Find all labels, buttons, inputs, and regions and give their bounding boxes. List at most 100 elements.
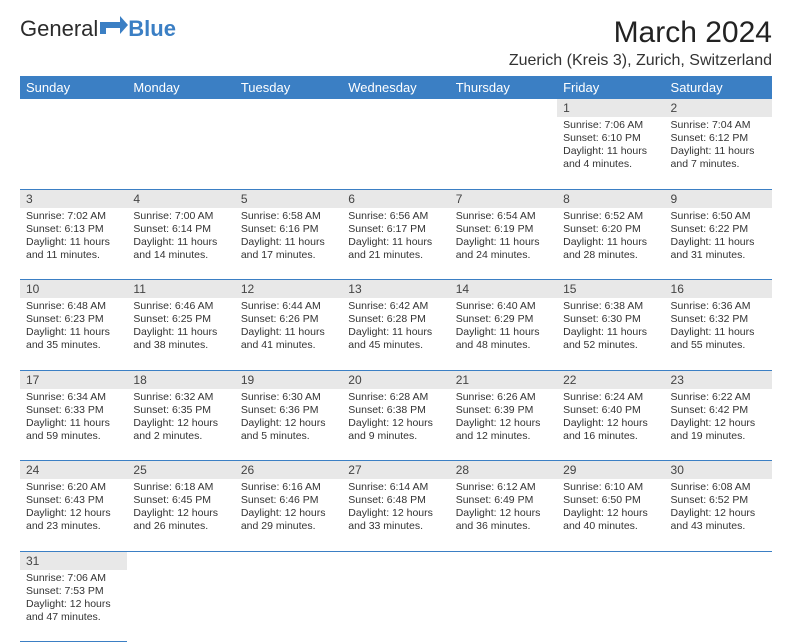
daylight-text: Daylight: 11 hours and 48 minutes.: [456, 326, 551, 352]
week-row: Sunrise: 6:34 AMSunset: 6:33 PMDaylight:…: [20, 389, 772, 461]
day-number-cell: 31: [20, 551, 127, 570]
day-cell: Sunrise: 6:12 AMSunset: 6:49 PMDaylight:…: [450, 479, 557, 551]
day-cell-content: Sunrise: 6:12 AMSunset: 6:49 PMDaylight:…: [450, 479, 557, 540]
daylight-text: Daylight: 12 hours and 33 minutes.: [348, 507, 443, 533]
sunset-text: Sunset: 6:48 PM: [348, 494, 443, 507]
day-cell-content: Sunrise: 6:50 AMSunset: 6:22 PMDaylight:…: [665, 208, 772, 269]
day-cell: Sunrise: 6:54 AMSunset: 6:19 PMDaylight:…: [450, 208, 557, 280]
day-number-cell: 12: [235, 280, 342, 299]
sunrise-text: Sunrise: 7:06 AM: [563, 119, 658, 132]
day-cell: Sunrise: 6:16 AMSunset: 6:46 PMDaylight:…: [235, 479, 342, 551]
day-number-cell: 13: [342, 280, 449, 299]
day-number-cell: 21: [450, 370, 557, 389]
day-number-row: 24252627282930: [20, 461, 772, 480]
day-cell: [450, 570, 557, 642]
day-cell-content: Sunrise: 7:06 AMSunset: 7:53 PMDaylight:…: [20, 570, 127, 631]
day-number-cell: 26: [235, 461, 342, 480]
day-cell: [342, 117, 449, 189]
day-cell: Sunrise: 7:00 AMSunset: 6:14 PMDaylight:…: [127, 208, 234, 280]
weekday-header-row: Sunday Monday Tuesday Wednesday Thursday…: [20, 76, 772, 99]
sunset-text: Sunset: 6:33 PM: [26, 404, 121, 417]
day-number-cell: 9: [665, 189, 772, 208]
day-cell: [235, 570, 342, 642]
day-number-cell: 24: [20, 461, 127, 480]
sunset-text: Sunset: 6:30 PM: [563, 313, 658, 326]
day-cell-content: Sunrise: 7:00 AMSunset: 6:14 PMDaylight:…: [127, 208, 234, 269]
sunset-text: Sunset: 6:26 PM: [241, 313, 336, 326]
daylight-text: Daylight: 12 hours and 12 minutes.: [456, 417, 551, 443]
sunset-text: Sunset: 6:35 PM: [133, 404, 228, 417]
sunrise-text: Sunrise: 6:12 AM: [456, 481, 551, 494]
day-cell: Sunrise: 6:46 AMSunset: 6:25 PMDaylight:…: [127, 298, 234, 370]
day-number-cell: 11: [127, 280, 234, 299]
day-cell: Sunrise: 7:02 AMSunset: 6:13 PMDaylight:…: [20, 208, 127, 280]
logo: General Blue: [20, 16, 176, 42]
day-cell: Sunrise: 6:56 AMSunset: 6:17 PMDaylight:…: [342, 208, 449, 280]
day-cell: [557, 570, 664, 642]
day-number-cell: 17: [20, 370, 127, 389]
day-cell: [235, 117, 342, 189]
weekday-header: Wednesday: [342, 76, 449, 99]
calendar-table: Sunday Monday Tuesday Wednesday Thursday…: [20, 76, 772, 642]
day-number-cell: 18: [127, 370, 234, 389]
sunrise-text: Sunrise: 6:26 AM: [456, 391, 551, 404]
day-number-cell: 16: [665, 280, 772, 299]
day-number-cell: [665, 551, 772, 570]
sunrise-text: Sunrise: 6:56 AM: [348, 210, 443, 223]
sunset-text: Sunset: 6:42 PM: [671, 404, 766, 417]
daylight-text: Daylight: 12 hours and 26 minutes.: [133, 507, 228, 533]
day-cell-content: Sunrise: 6:18 AMSunset: 6:45 PMDaylight:…: [127, 479, 234, 540]
logo-text-2: Blue: [128, 16, 176, 42]
day-cell: [20, 117, 127, 189]
sunset-text: Sunset: 6:22 PM: [671, 223, 766, 236]
sunrise-text: Sunrise: 6:44 AM: [241, 300, 336, 313]
daylight-text: Daylight: 11 hours and 28 minutes.: [563, 236, 658, 262]
day-cell: Sunrise: 6:48 AMSunset: 6:23 PMDaylight:…: [20, 298, 127, 370]
sunrise-text: Sunrise: 7:04 AM: [671, 119, 766, 132]
day-number-cell: [20, 99, 127, 117]
day-number-cell: 20: [342, 370, 449, 389]
day-number-cell: [127, 551, 234, 570]
day-cell: Sunrise: 6:42 AMSunset: 6:28 PMDaylight:…: [342, 298, 449, 370]
daylight-text: Daylight: 12 hours and 40 minutes.: [563, 507, 658, 533]
sunset-text: Sunset: 6:29 PM: [456, 313, 551, 326]
day-cell: Sunrise: 6:10 AMSunset: 6:50 PMDaylight:…: [557, 479, 664, 551]
day-cell-content: Sunrise: 6:42 AMSunset: 6:28 PMDaylight:…: [342, 298, 449, 359]
sunset-text: Sunset: 6:43 PM: [26, 494, 121, 507]
daylight-text: Daylight: 12 hours and 47 minutes.: [26, 598, 121, 624]
sunset-text: Sunset: 6:40 PM: [563, 404, 658, 417]
sunset-text: Sunset: 6:52 PM: [671, 494, 766, 507]
day-cell-content: Sunrise: 6:10 AMSunset: 6:50 PMDaylight:…: [557, 479, 664, 540]
day-cell: Sunrise: 6:28 AMSunset: 6:38 PMDaylight:…: [342, 389, 449, 461]
sunrise-text: Sunrise: 7:00 AM: [133, 210, 228, 223]
day-cell: Sunrise: 6:18 AMSunset: 6:45 PMDaylight:…: [127, 479, 234, 551]
day-cell-content: Sunrise: 6:30 AMSunset: 6:36 PMDaylight:…: [235, 389, 342, 450]
day-number-cell: 5: [235, 189, 342, 208]
weekday-header: Friday: [557, 76, 664, 99]
day-number-cell: 27: [342, 461, 449, 480]
logo-text-1: General: [20, 16, 98, 42]
day-number-cell: 2: [665, 99, 772, 117]
sunset-text: Sunset: 6:38 PM: [348, 404, 443, 417]
day-cell: [665, 570, 772, 642]
day-cell-content: Sunrise: 6:52 AMSunset: 6:20 PMDaylight:…: [557, 208, 664, 269]
day-cell: [127, 570, 234, 642]
daylight-text: Daylight: 11 hours and 7 minutes.: [671, 145, 766, 171]
sunset-text: Sunset: 6:49 PM: [456, 494, 551, 507]
day-cell-content: Sunrise: 7:04 AMSunset: 6:12 PMDaylight:…: [665, 117, 772, 178]
sunrise-text: Sunrise: 6:42 AM: [348, 300, 443, 313]
day-cell: [342, 570, 449, 642]
sunrise-text: Sunrise: 6:48 AM: [26, 300, 121, 313]
day-cell: [450, 117, 557, 189]
day-cell: [127, 117, 234, 189]
day-number-cell: [450, 551, 557, 570]
day-number-row: 10111213141516: [20, 280, 772, 299]
sunset-text: Sunset: 6:14 PM: [133, 223, 228, 236]
weekday-header: Thursday: [450, 76, 557, 99]
day-cell-content: Sunrise: 6:40 AMSunset: 6:29 PMDaylight:…: [450, 298, 557, 359]
day-number-row: 31: [20, 551, 772, 570]
day-number-cell: 15: [557, 280, 664, 299]
day-number-cell: [450, 99, 557, 117]
day-cell: Sunrise: 7:06 AMSunset: 7:53 PMDaylight:…: [20, 570, 127, 642]
day-cell-content: Sunrise: 6:32 AMSunset: 6:35 PMDaylight:…: [127, 389, 234, 450]
